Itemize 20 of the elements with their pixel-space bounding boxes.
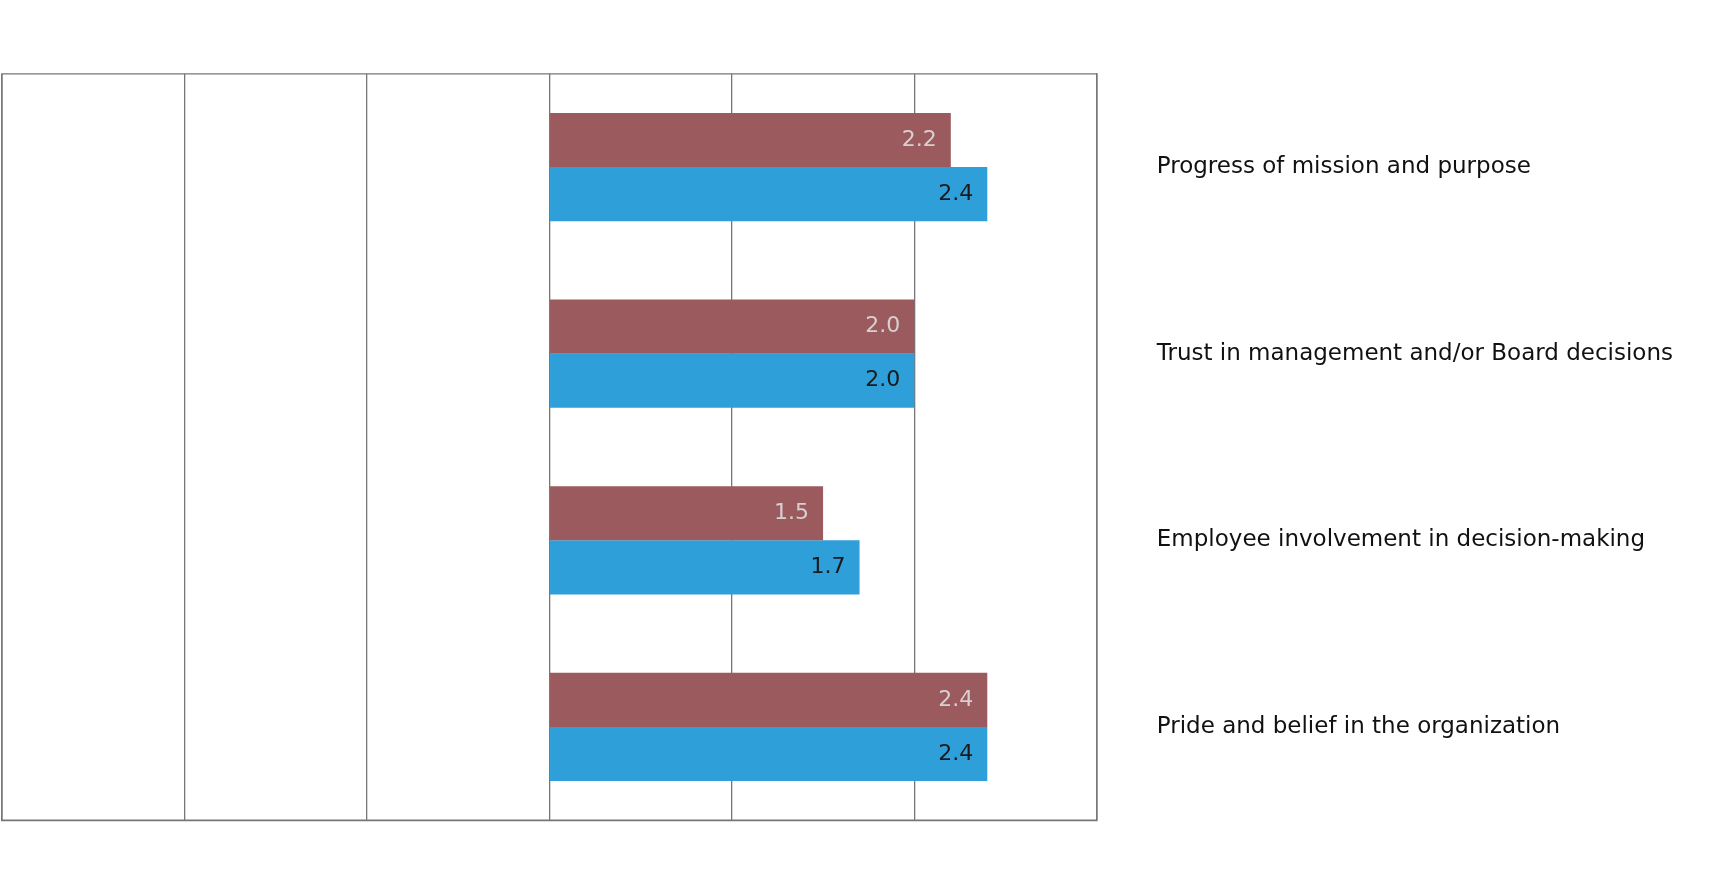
bar	[550, 540, 860, 595]
data-label: 2.4	[938, 685, 974, 711]
data-label: 2.0	[865, 312, 901, 338]
bar	[550, 299, 915, 354]
bar	[550, 112, 951, 168]
y-tick-label: Progress of mission and purpose	[1156, 152, 1531, 179]
y-tick-label: Employee involvement in decision-making	[1156, 525, 1646, 552]
y-tick-label: Trust in management and/or Board decisions	[1155, 338, 1673, 365]
bar	[550, 353, 915, 408]
y-tick-label: Pride and belief in the organization	[1156, 711, 1561, 738]
bar	[550, 486, 824, 541]
bar	[550, 167, 988, 222]
data-label: 2.4	[938, 739, 974, 765]
data-label: 1.7	[810, 553, 846, 579]
data-label: 2.0	[865, 366, 901, 392]
data-label: 2.2	[901, 125, 937, 151]
data-label: 1.5	[774, 498, 810, 524]
data-label: 2.4	[938, 179, 974, 205]
bar	[550, 672, 988, 727]
bar	[550, 726, 988, 782]
